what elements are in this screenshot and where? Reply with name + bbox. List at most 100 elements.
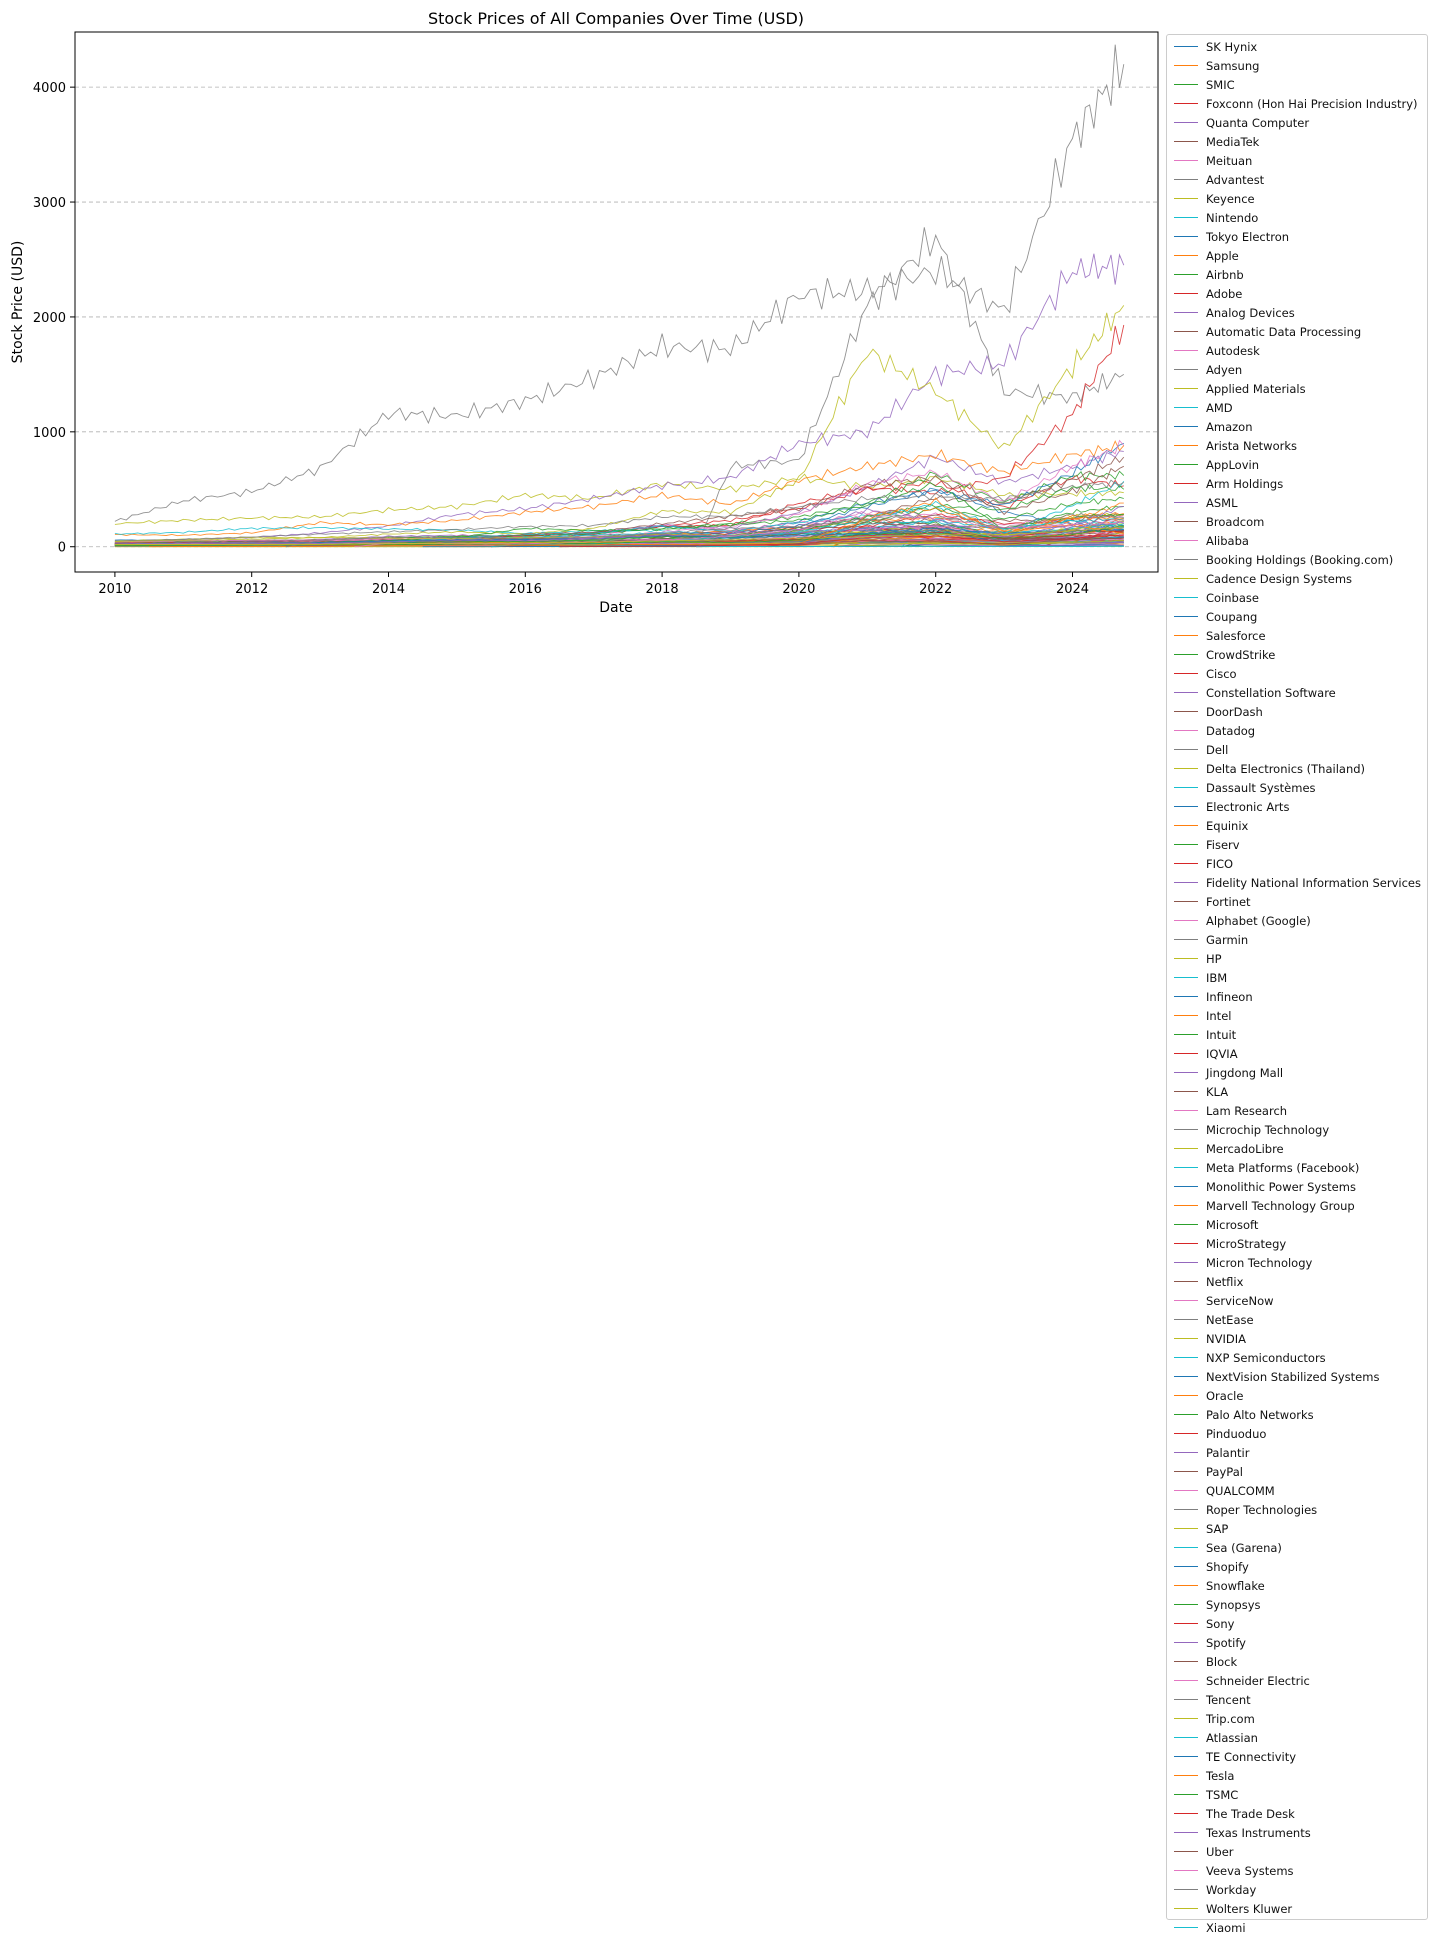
x-tick-label: 2018 bbox=[646, 582, 679, 597]
legend-item: PayPal bbox=[1167, 1462, 1243, 1481]
legend-item: Quanta Computer bbox=[1167, 113, 1309, 132]
legend-item: Coupang bbox=[1167, 607, 1257, 626]
legend-label: Intuit bbox=[1206, 1028, 1236, 1042]
legend-item: Veeva Systems bbox=[1167, 1861, 1294, 1880]
legend-swatch bbox=[1174, 616, 1198, 617]
legend-item: Tencent bbox=[1167, 1690, 1251, 1709]
legend-item: Arista Networks bbox=[1167, 436, 1297, 455]
legend-label: Lam Research bbox=[1206, 1104, 1287, 1118]
legend-label: SAP bbox=[1206, 1522, 1228, 1536]
legend-label: Amazon bbox=[1206, 420, 1252, 434]
legend-item: Samsung bbox=[1167, 56, 1259, 75]
legend-swatch bbox=[1174, 1471, 1198, 1472]
legend-label: Fortinet bbox=[1206, 895, 1251, 909]
legend-label: QUALCOMM bbox=[1206, 1484, 1275, 1498]
legend-swatch bbox=[1174, 84, 1198, 85]
legend-swatch bbox=[1174, 1224, 1198, 1225]
legend-item: The Trade Desk bbox=[1167, 1804, 1295, 1823]
legend-swatch bbox=[1174, 654, 1198, 655]
legend-item: Fidelity National Information Services bbox=[1167, 873, 1421, 892]
legend-item: Intuit bbox=[1167, 1025, 1236, 1044]
legend-swatch bbox=[1174, 407, 1198, 408]
legend-label: NVIDIA bbox=[1206, 1332, 1246, 1346]
legend-item: Adobe bbox=[1167, 284, 1242, 303]
legend-label: Delta Electronics (Thailand) bbox=[1206, 762, 1365, 776]
legend-item: NXP Semiconductors bbox=[1167, 1348, 1326, 1367]
legend-label: Tencent bbox=[1206, 1693, 1251, 1707]
legend-label: Texas Instruments bbox=[1206, 1826, 1311, 1840]
legend-swatch bbox=[1174, 1870, 1198, 1871]
legend-swatch bbox=[1174, 787, 1198, 788]
legend-swatch bbox=[1174, 920, 1198, 921]
legend-item: AppLovin bbox=[1167, 455, 1259, 474]
legend-label: Veeva Systems bbox=[1206, 1864, 1294, 1878]
x-tick-label: 2024 bbox=[1056, 582, 1089, 597]
legend-swatch bbox=[1174, 1148, 1198, 1149]
legend-swatch bbox=[1174, 293, 1198, 294]
legend-label: SK Hynix bbox=[1206, 40, 1257, 54]
legend-swatch bbox=[1174, 901, 1198, 902]
legend-label: Infineon bbox=[1206, 990, 1253, 1004]
legend-item: Tesla bbox=[1167, 1766, 1234, 1785]
legend-swatch bbox=[1174, 1832, 1198, 1833]
legend-swatch bbox=[1174, 426, 1198, 427]
legend-label: Netflix bbox=[1206, 1275, 1243, 1289]
legend-label: TSMC bbox=[1206, 1788, 1238, 1802]
legend-swatch bbox=[1174, 635, 1198, 636]
legend-label: Roper Technologies bbox=[1206, 1503, 1317, 1517]
legend-label: Jingdong Mall bbox=[1206, 1066, 1283, 1080]
legend-swatch bbox=[1174, 521, 1198, 522]
legend-swatch bbox=[1174, 445, 1198, 446]
legend-item: Equinix bbox=[1167, 816, 1248, 835]
x-tick-label: 2022 bbox=[919, 582, 952, 597]
legend-item: DoorDash bbox=[1167, 702, 1263, 721]
legend-item: Microsoft bbox=[1167, 1215, 1258, 1234]
legend-item: Cisco bbox=[1167, 664, 1237, 683]
legend-label: Workday bbox=[1206, 1883, 1256, 1897]
legend-label: Block bbox=[1206, 1655, 1237, 1669]
legend-item: Cadence Design Systems bbox=[1167, 569, 1352, 588]
legend-label: Meta Platforms (Facebook) bbox=[1206, 1161, 1359, 1175]
legend-item: Applied Materials bbox=[1167, 379, 1306, 398]
legend-label: FICO bbox=[1206, 857, 1233, 871]
legend-item: SAP bbox=[1167, 1519, 1228, 1538]
legend-item: MicroStrategy bbox=[1167, 1234, 1286, 1253]
legend-label: Samsung bbox=[1206, 59, 1259, 73]
legend-label: Arm Holdings bbox=[1206, 477, 1283, 491]
legend-item: Analog Devices bbox=[1167, 303, 1295, 322]
legend-item: Jingdong Mall bbox=[1167, 1063, 1283, 1082]
legend-swatch bbox=[1174, 1300, 1198, 1301]
legend-label: Microsoft bbox=[1206, 1218, 1258, 1232]
legend-item: Meituan bbox=[1167, 151, 1252, 170]
legend-item: ASML bbox=[1167, 493, 1238, 512]
legend-swatch bbox=[1174, 1452, 1198, 1453]
legend-label: Booking Holdings (Booking.com) bbox=[1206, 553, 1393, 567]
legend-label: KLA bbox=[1206, 1085, 1228, 1099]
legend-item: Fiserv bbox=[1167, 835, 1240, 854]
legend-item: MercadoLibre bbox=[1167, 1139, 1284, 1158]
legend-item: Apple bbox=[1167, 246, 1239, 265]
legend-swatch bbox=[1174, 1566, 1198, 1567]
legend-item: TSMC bbox=[1167, 1785, 1238, 1804]
legend-swatch bbox=[1174, 1433, 1198, 1434]
legend-label: Pinduoduo bbox=[1206, 1427, 1266, 1441]
legend-label: DoorDash bbox=[1206, 705, 1263, 719]
legend-item: Marvell Technology Group bbox=[1167, 1196, 1355, 1215]
plot-area bbox=[75, 32, 1158, 572]
legend-swatch bbox=[1174, 977, 1198, 978]
legend-swatch bbox=[1174, 312, 1198, 313]
legend-swatch bbox=[1174, 1186, 1198, 1187]
legend-label: Airbnb bbox=[1206, 268, 1244, 282]
legend-swatch bbox=[1174, 1338, 1198, 1339]
legend-swatch bbox=[1174, 236, 1198, 237]
legend-item: Block bbox=[1167, 1652, 1237, 1671]
legend-swatch bbox=[1174, 768, 1198, 769]
legend-label: Automatic Data Processing bbox=[1206, 325, 1361, 339]
legend-item: AMD bbox=[1167, 398, 1233, 417]
legend-item: Nintendo bbox=[1167, 208, 1258, 227]
legend-label: Equinix bbox=[1206, 819, 1248, 833]
legend-swatch bbox=[1174, 749, 1198, 750]
legend-label: HP bbox=[1206, 952, 1222, 966]
legend-label: Analog Devices bbox=[1206, 306, 1295, 320]
legend-item: Spotify bbox=[1167, 1633, 1246, 1652]
